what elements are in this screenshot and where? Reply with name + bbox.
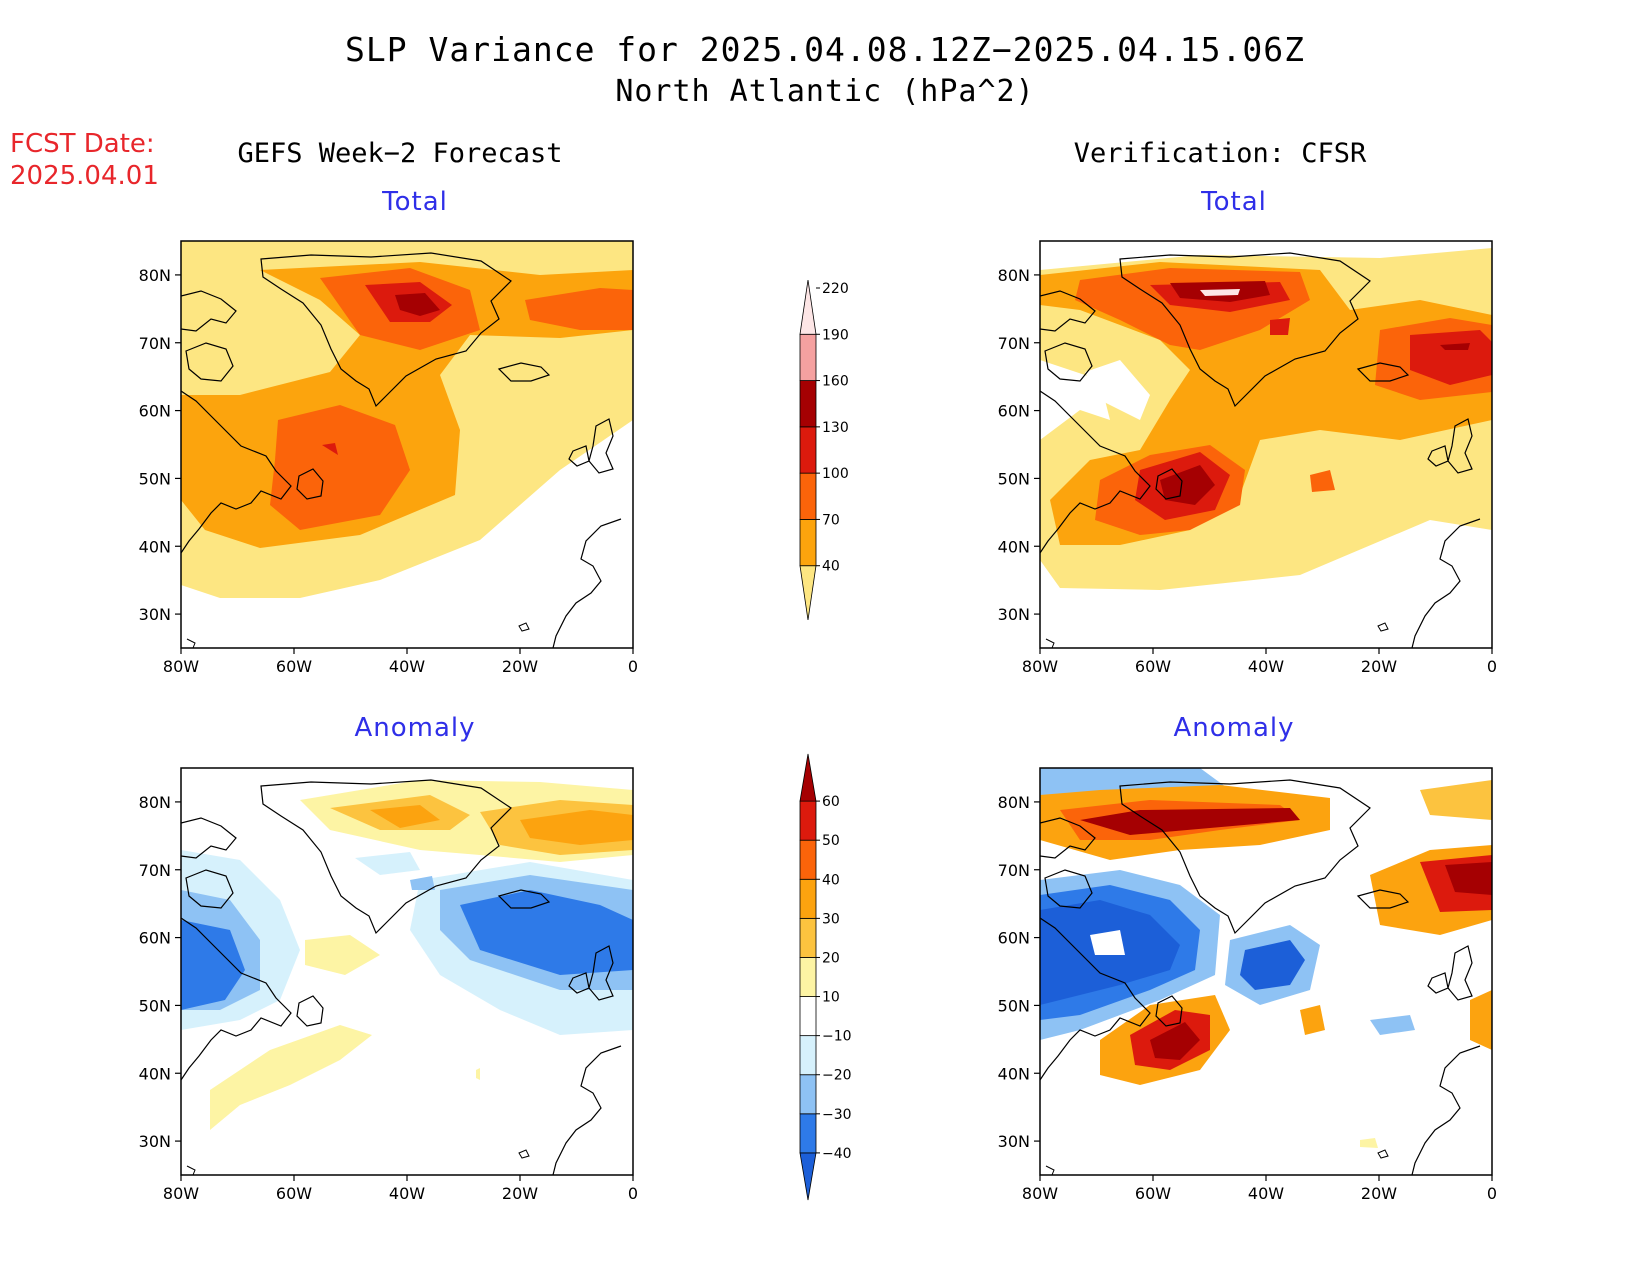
colorbar-label: 10 [822, 990, 840, 1006]
axis-labels: 30N 40N 50N 60N 70N 80N 80W 60W 40W 20W 0 30N 40N 50N… [139, 266, 1497, 1203]
colorbar-label: 190 [822, 327, 849, 343]
colorbar-label: 40 [822, 559, 840, 575]
fcst-date-label: FCST Date: [10, 129, 155, 159]
lat-tick-label: 30N [998, 1132, 1030, 1151]
panel-title-forecast-anomaly: Anomaly [354, 713, 476, 743]
left-column-title: GEFS Week−2 Forecast [237, 138, 563, 169]
colorbar-swatch [799, 1113, 817, 1154]
panel-title-forecast-total: Total [382, 187, 448, 217]
right-column-title: Verification: CFSR [1073, 138, 1367, 169]
lat-tick-label: 80N [998, 793, 1030, 812]
colorbar-swatch [799, 753, 817, 802]
colorbar-label: 160 [822, 374, 849, 390]
lon-tick-label: 80W [1022, 1184, 1058, 1203]
colorbar-swatch [799, 878, 817, 919]
colorbar-swatch [799, 1074, 817, 1115]
lon-tick-label: 60W [276, 657, 312, 676]
colorbar-swatch [799, 333, 817, 381]
colorbar-swatch [799, 519, 817, 567]
colorbar-total: 40 70 100 130 160 190 220 [799, 279, 849, 621]
colorbar-swatch [799, 917, 817, 958]
colorbar-label: 100 [822, 466, 849, 482]
colorbar-swatch [799, 565, 817, 621]
lat-tick-label: 70N [998, 334, 1030, 353]
lon-tick-label: 40W [389, 1184, 425, 1203]
colorbar-swatch [799, 279, 817, 335]
lon-tick-label: 60W [1135, 1184, 1171, 1203]
lat-tick-label: 40N [998, 1064, 1030, 1083]
colorbar-swatch [799, 957, 817, 997]
map-verification-total [1039, 240, 1493, 649]
lat-tick-label: 40N [139, 537, 171, 556]
lon-tick-label: 0 [628, 657, 638, 676]
colorbar-label: 40 [822, 872, 840, 888]
lat-tick-label: 50N [139, 469, 171, 488]
lat-tick-label: 70N [139, 861, 171, 880]
map-forecast-total [180, 240, 634, 649]
map-verification-anomaly [1039, 767, 1493, 1176]
lon-tick-label: 80W [163, 1184, 199, 1203]
lat-tick-label: 40N [139, 1064, 171, 1083]
lat-tick-label: 70N [139, 334, 171, 353]
lon-tick-label: 80W [1022, 657, 1058, 676]
lat-tick-label: 70N [998, 861, 1030, 880]
lat-tick-label: 60N [139, 402, 171, 421]
lat-tick-label: 80N [139, 793, 171, 812]
colorbar-swatch [799, 839, 817, 880]
lat-tick-label: 60N [998, 929, 1030, 948]
colorbar-label: 20 [822, 950, 840, 966]
lon-tick-label: 20W [1361, 657, 1397, 676]
lat-tick-label: 80N [998, 266, 1030, 285]
colorbar-swatch [799, 472, 817, 520]
colorbar-swatch [799, 380, 817, 428]
panel-title-verification-total: Total [1201, 187, 1267, 217]
colorbar-swatch [799, 800, 817, 841]
main-title: SLP Variance for 2025.04.08.12Z−2025.04.… [345, 30, 1305, 69]
panel-title-verification-anomaly: Anomaly [1173, 713, 1295, 743]
lon-tick-label: 60W [1135, 657, 1171, 676]
lat-tick-label: 80N [139, 266, 171, 285]
lon-tick-label: 40W [1248, 657, 1284, 676]
colorbar-label: −10 [822, 1029, 852, 1045]
lon-tick-label: 40W [389, 657, 425, 676]
lat-tick-label: 40N [998, 537, 1030, 556]
lon-tick-label: 40W [1248, 1184, 1284, 1203]
colorbar-label: 70 [822, 512, 840, 528]
colorbar-label: 130 [822, 420, 849, 436]
map-forecast-anomaly [180, 767, 634, 1176]
colorbar-swatch [799, 1035, 817, 1076]
lat-tick-label: 60N [139, 929, 171, 948]
lat-tick-label: 50N [139, 996, 171, 1015]
lon-tick-label: 0 [1487, 657, 1497, 676]
lon-tick-label: 60W [276, 1184, 312, 1203]
lon-tick-label: 0 [1487, 1184, 1497, 1203]
lat-tick-label: 50N [998, 996, 1030, 1015]
colorbar-swatch [799, 1152, 817, 1201]
colorbar-label: 30 [822, 911, 840, 927]
lat-tick-label: 30N [139, 1132, 171, 1151]
colorbar-swatch [799, 426, 817, 474]
lat-tick-label: 60N [998, 402, 1030, 421]
colorbar-label: 50 [822, 833, 840, 849]
lon-tick-label: 20W [502, 1184, 538, 1203]
fcst-date-value: 2025.04.01 [10, 161, 159, 191]
lat-tick-label: 30N [998, 605, 1030, 624]
lat-tick-label: 30N [139, 605, 171, 624]
colorbar-label: −40 [822, 1146, 852, 1162]
lon-tick-label: 80W [163, 657, 199, 676]
lon-tick-label: 0 [628, 1184, 638, 1203]
lon-tick-label: 20W [1361, 1184, 1397, 1203]
lat-tick-label: 50N [998, 469, 1030, 488]
colorbar-label: −20 [822, 1068, 852, 1084]
colorbar-label: −30 [822, 1107, 852, 1123]
colorbar-label: 60 [822, 794, 840, 810]
lon-tick-label: 20W [502, 657, 538, 676]
colorbar-anomaly: −40 −30 −20 −10 10 20 30 40 50 60 [799, 753, 852, 1201]
main-subtitle: North Atlantic (hPa^2) [615, 74, 1035, 109]
colorbar-swatch [799, 996, 817, 1037]
colorbar-label: 220 [822, 281, 849, 297]
